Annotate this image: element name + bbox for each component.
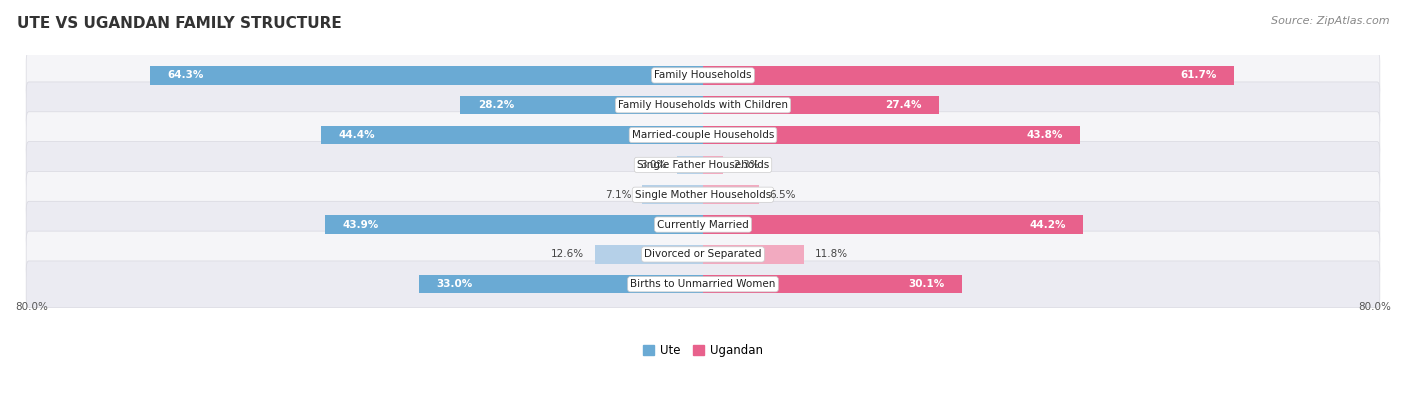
Text: 6.5%: 6.5% — [769, 190, 796, 200]
Text: 7.1%: 7.1% — [605, 190, 631, 200]
FancyBboxPatch shape — [27, 171, 1379, 218]
Text: 44.4%: 44.4% — [339, 130, 375, 140]
Text: 43.9%: 43.9% — [343, 220, 378, 229]
Text: Single Mother Households: Single Mother Households — [636, 190, 770, 200]
Bar — [643, 186, 703, 204]
Text: Births to Unmarried Women: Births to Unmarried Women — [630, 279, 776, 289]
Text: 64.3%: 64.3% — [167, 70, 204, 81]
Text: 27.4%: 27.4% — [884, 100, 921, 110]
FancyBboxPatch shape — [27, 231, 1379, 278]
Text: Source: ZipAtlas.com: Source: ZipAtlas.com — [1271, 16, 1389, 26]
FancyBboxPatch shape — [27, 261, 1379, 308]
FancyBboxPatch shape — [27, 52, 1379, 99]
Bar — [595, 245, 703, 263]
Bar — [703, 156, 723, 174]
Text: 44.2%: 44.2% — [1029, 220, 1066, 229]
Bar — [703, 275, 962, 293]
FancyBboxPatch shape — [27, 82, 1379, 128]
Bar — [150, 66, 703, 85]
Bar — [678, 156, 703, 174]
Bar — [321, 126, 703, 144]
Bar — [703, 96, 939, 115]
Text: 3.0%: 3.0% — [641, 160, 666, 170]
Text: 28.2%: 28.2% — [478, 100, 515, 110]
Bar — [703, 126, 1080, 144]
Legend: Ute, Ugandan: Ute, Ugandan — [638, 339, 768, 362]
Text: UTE VS UGANDAN FAMILY STRUCTURE: UTE VS UGANDAN FAMILY STRUCTURE — [17, 16, 342, 31]
Bar — [703, 66, 1233, 85]
Text: 61.7%: 61.7% — [1180, 70, 1216, 81]
Text: Married-couple Households: Married-couple Households — [631, 130, 775, 140]
Text: Family Households with Children: Family Households with Children — [619, 100, 787, 110]
Bar — [703, 245, 804, 263]
Bar — [325, 215, 703, 234]
FancyBboxPatch shape — [27, 112, 1379, 158]
FancyBboxPatch shape — [27, 201, 1379, 248]
Text: 33.0%: 33.0% — [436, 279, 472, 289]
Bar — [703, 215, 1083, 234]
Text: 80.0%: 80.0% — [15, 302, 48, 312]
Text: 43.8%: 43.8% — [1026, 130, 1063, 140]
Text: Currently Married: Currently Married — [657, 220, 749, 229]
Text: Divorced or Separated: Divorced or Separated — [644, 249, 762, 260]
Text: 80.0%: 80.0% — [1358, 302, 1391, 312]
FancyBboxPatch shape — [27, 142, 1379, 188]
Text: 30.1%: 30.1% — [908, 279, 945, 289]
Bar — [703, 186, 759, 204]
Text: 2.3%: 2.3% — [733, 160, 759, 170]
Bar — [419, 275, 703, 293]
Text: 12.6%: 12.6% — [551, 249, 585, 260]
Bar — [461, 96, 703, 115]
Text: 11.8%: 11.8% — [815, 249, 848, 260]
Text: Single Father Households: Single Father Households — [637, 160, 769, 170]
Text: Family Households: Family Households — [654, 70, 752, 81]
